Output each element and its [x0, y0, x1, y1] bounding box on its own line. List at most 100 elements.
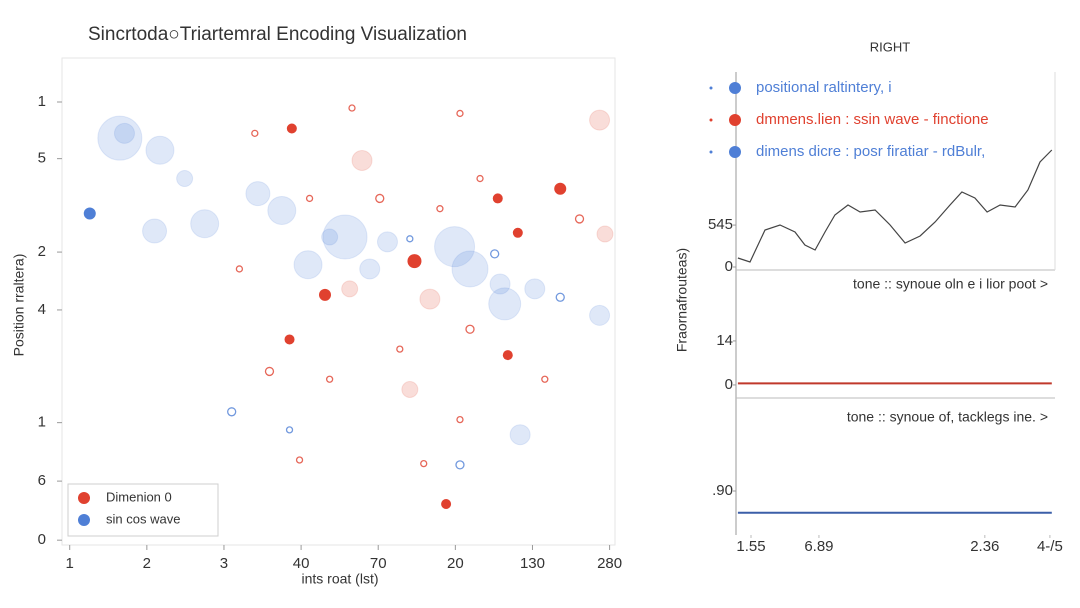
line — [737, 149, 1053, 263]
y-tick-label: 4 — [38, 301, 46, 318]
point — [524, 278, 546, 300]
point — [502, 350, 513, 361]
point — [541, 375, 549, 383]
y-tick-label: 0 — [725, 376, 733, 393]
point — [456, 109, 464, 118]
point — [227, 407, 237, 417]
point — [554, 182, 567, 195]
point — [492, 193, 503, 204]
point — [441, 499, 452, 510]
point — [574, 214, 585, 224]
annotation: tone :: synoue oln e i lior poot > — [853, 276, 1048, 292]
point — [375, 193, 385, 204]
x-tick-label: 40 — [293, 555, 310, 572]
point — [456, 415, 464, 424]
legend-dot — [709, 118, 713, 122]
point — [509, 424, 531, 446]
point — [419, 288, 441, 310]
point — [451, 250, 489, 288]
point — [376, 231, 398, 253]
point — [245, 181, 271, 207]
point — [512, 227, 523, 238]
chart-title: Sincrtoda○Triartemral Encoding Visualiza… — [88, 24, 467, 45]
y-tick-label: 1 — [38, 414, 46, 431]
point — [596, 225, 614, 243]
legend-marker — [729, 146, 741, 158]
point — [476, 174, 484, 183]
point — [420, 459, 428, 468]
point — [589, 109, 611, 131]
y-axis-label: Position rraltera) — [11, 254, 27, 357]
plot-frame — [61, 57, 616, 546]
point — [401, 380, 419, 398]
x-axis-label: ints roat (lst) — [301, 571, 378, 587]
legend-marker — [729, 82, 741, 94]
x-tick-label: 20 — [447, 555, 464, 572]
y-tick-label: 2 — [38, 243, 46, 260]
point — [455, 460, 465, 470]
point — [293, 250, 323, 280]
point — [176, 170, 194, 188]
point — [235, 265, 244, 273]
x-tick-label: 130 — [520, 555, 545, 572]
point — [285, 426, 294, 434]
point — [396, 345, 404, 353]
point — [264, 366, 275, 377]
y-tick-label: .90 — [712, 482, 733, 499]
annotation: tone :: synoue of, tacklegs ine. > — [847, 409, 1048, 425]
point — [321, 228, 339, 246]
point — [97, 115, 143, 161]
point — [351, 149, 373, 171]
x-tick-label: 1 — [66, 555, 74, 572]
x-tick-label: 2.36 — [970, 538, 999, 555]
y-tick-label: 5 — [38, 150, 46, 167]
point — [83, 207, 96, 220]
point — [190, 209, 220, 239]
point — [325, 375, 334, 383]
point — [555, 292, 565, 302]
point — [251, 129, 259, 137]
point — [465, 324, 475, 334]
x-tick-label: 1.55 — [736, 538, 765, 555]
point — [284, 334, 295, 345]
point — [489, 273, 511, 295]
legend-marker — [729, 114, 741, 126]
x-tick-label: 2 — [143, 555, 151, 572]
legend-label: positional raltintery, i — [756, 79, 892, 96]
legend-label: Dimenion 0 — [106, 489, 172, 504]
point — [319, 288, 332, 301]
point — [434, 226, 476, 268]
point — [348, 104, 356, 112]
x-tick-label: 70 — [370, 555, 387, 572]
y-tick-label: 0 — [38, 531, 46, 548]
y-tick-label: 14 — [716, 332, 733, 349]
legend-marker — [78, 514, 90, 526]
point — [113, 122, 135, 144]
point — [490, 249, 500, 259]
y-tick-label: 6 — [38, 472, 46, 489]
y-axis-label: Fraornafrouteas) — [674, 248, 690, 352]
point — [145, 135, 175, 165]
point — [305, 194, 314, 203]
point — [407, 254, 422, 269]
x-tick-label: 280 — [597, 555, 622, 572]
point — [341, 280, 359, 298]
legend-marker — [78, 492, 90, 504]
x-tick-label: 3 — [220, 555, 228, 572]
legend-box — [67, 483, 219, 537]
point — [406, 235, 414, 243]
point — [436, 205, 444, 213]
point — [359, 258, 381, 280]
point — [589, 304, 611, 326]
legend-dot — [709, 86, 713, 90]
x-tick-label: 6.89 — [804, 538, 833, 555]
legend-dot — [709, 150, 713, 154]
legend-label: dmmens.lien : ssin wave - finctione — [756, 111, 989, 128]
point — [295, 456, 304, 464]
point — [488, 287, 522, 321]
panel-title: RIGHT — [870, 39, 911, 54]
point — [286, 123, 297, 134]
x-tick-label: 4-/5 — [1037, 538, 1063, 555]
